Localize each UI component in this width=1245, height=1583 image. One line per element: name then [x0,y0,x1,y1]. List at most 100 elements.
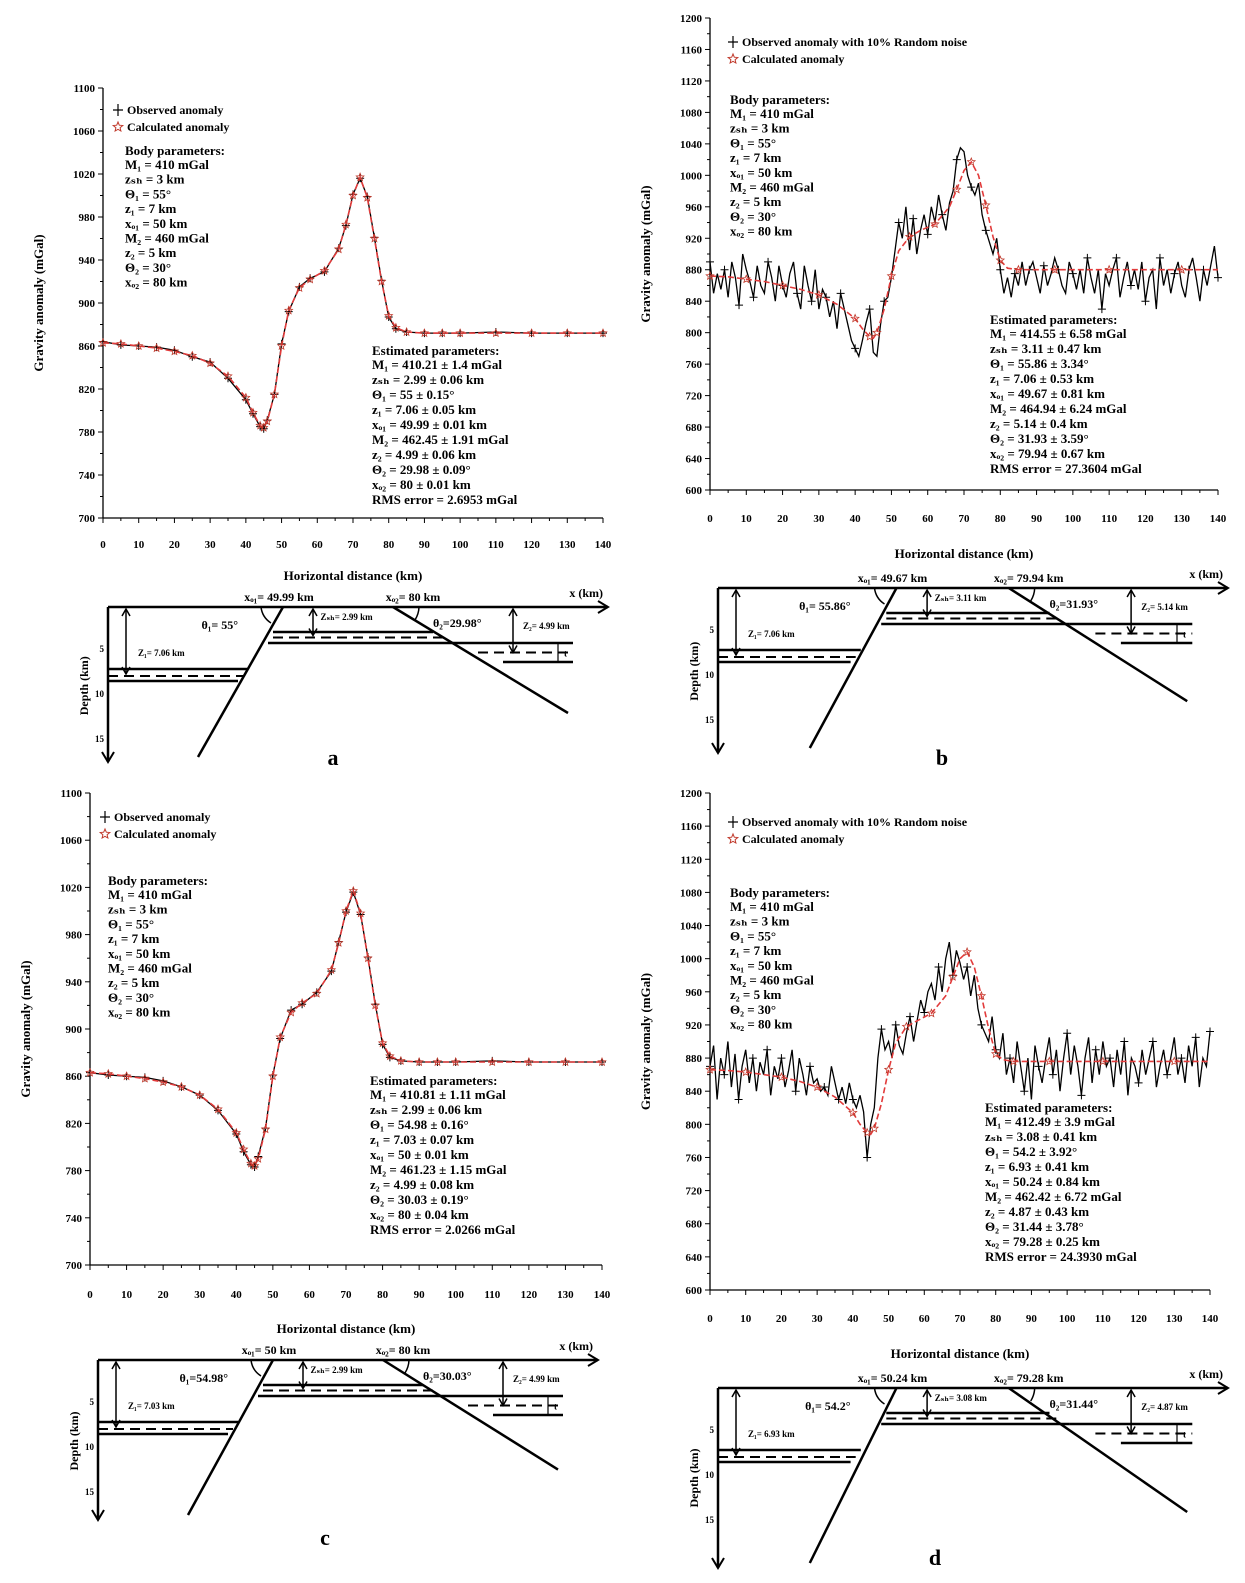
x-tick-label: 130 [1166,1313,1183,1325]
estimated-parameter: M₂ = 464.94 ± 6.24 mGal [990,401,1127,416]
y-tick-label: 740 [79,470,96,482]
observed-point [977,1020,986,1029]
calculated-point [597,1056,607,1067]
legend-calculated-marker [726,832,740,845]
estimated-parameter: M₂ = 461.23 ± 1.15 mGal [370,1162,507,1177]
calculated-point [741,274,752,284]
calculated-point [901,1021,912,1031]
estimated-parameter: z₁ = 7.06 ± 0.05 km [372,402,476,417]
observed-point [836,289,845,298]
calculated-point [355,908,366,918]
theta2-arc [1030,1387,1036,1402]
y-tick-label: 600 [686,485,703,497]
x-tick-label: 70 [341,1289,353,1301]
y-tick-label: 1000 [680,954,703,966]
estimated-parameter: M₂ = 462.42 ± 6.72 mGal [985,1189,1122,1204]
x-tick-label: 90 [414,1289,426,1301]
x-arrowhead [597,600,610,614]
legend-observed-marker [728,36,738,48]
calculated-point [869,1123,880,1133]
observed-point [963,962,972,971]
calculated-point [169,346,180,356]
x-tick-label: 0 [100,539,106,551]
estimated-parameter: zₛₕ = 3.08 ± 0.41 km [985,1129,1097,1144]
y-tick-label: 1100 [74,83,96,95]
zsh-dimension-head-bottom [922,1409,932,1419]
calculated-point [1169,1056,1180,1066]
x-tick-label: 90 [419,539,431,551]
x-tick-label: 120 [1137,513,1154,525]
x-tick-label: 120 [523,539,540,551]
calculated-point [740,1067,751,1077]
calculated-point [194,1090,205,1100]
calculated-point [598,328,608,338]
y-tick-label: 940 [66,977,83,989]
calculated-point [305,274,315,284]
calculated-point [133,340,144,351]
calculated-series-line [89,888,602,1168]
y-tick-label: 800 [686,1119,703,1131]
y-tick-label: 1060 [60,835,83,847]
depth-tick-label: 5 [100,644,105,654]
calculated-point [362,192,373,202]
x-tick-label: 30 [194,1289,206,1301]
x-axis-title: Horizontal distance (km) [284,568,423,583]
calculated-point [1098,1056,1108,1066]
estimated-parameter: M₁ = 410.21 ± 1.4 mGal [372,357,502,372]
y-axis-title: Gravity anomaly (mGal) [31,234,46,371]
observed-point [1020,1087,1029,1096]
x-tick-label: 10 [741,513,753,525]
x-tick-label: 50 [883,1313,895,1325]
observed-point [834,1095,843,1104]
observed-series-line [89,890,602,1169]
x-axis-title: Horizontal distance (km) [277,1321,416,1336]
x-tick-label: 80 [990,1313,1002,1325]
observed-point [1170,269,1179,278]
theta1-label: θ₁= 55° [202,618,239,632]
body-parameter: Θ₂ = 30° [108,990,154,1005]
y-tick-label: 1040 [680,139,703,151]
observed-point [720,265,729,274]
y-tick-label: 820 [79,384,96,396]
fault-1 [196,606,285,758]
calculated-point [268,1071,278,1081]
panel-letter-d: d [929,1545,941,1570]
calculated-point [904,231,915,241]
zsh-dimension-head-top [298,1360,308,1370]
calculated-point [981,200,991,210]
z2-label: Z₂= 4.99 km [523,621,570,631]
y-tick-label: 960 [686,987,703,999]
x-tick-label: 60 [312,539,324,551]
z2-label: Z₂= 5.14 km [1141,602,1188,612]
xo2-label: xₒ₂= 79.28 km [994,1371,1064,1385]
y-tick-label: 980 [66,930,83,942]
xo2-label: xₒ₂= 80 km [376,1343,431,1357]
y-tick-label: 820 [66,1118,83,1130]
legend-observed-label: Observed anomaly with 10% Random noise [742,815,968,829]
z1-dimension-head-top [111,1360,121,1370]
y-tick-label: 1200 [680,13,703,25]
zsh-label: Zₛₕ= 2.99 km [321,612,374,622]
theta1-label: θ₁= 54.2° [805,1399,851,1413]
calculated-point [560,1056,571,1067]
x-tick-label: 100 [1065,513,1082,525]
x-tick-label: 30 [205,539,217,551]
theta1-arc [873,1387,885,1405]
body-parameter: z₂ = 5 km [730,987,782,1002]
estimated-parameter: zₛₕ = 2.99 ± 0.06 km [370,1102,482,1117]
fault-1 [808,1387,898,1564]
y-tick-label: 720 [686,1186,703,1198]
y-axis-title: Gravity anomaly (mGal) [638,973,653,1110]
estimated-parameter: xₒ₁ = 49.99 ± 0.01 km [372,417,487,432]
calculated-point [286,1007,296,1017]
observed-point [865,305,874,314]
x-tick-label: 140 [595,539,612,551]
observed-point [793,289,802,298]
calculated-point [432,1056,443,1067]
calculated-point [355,172,365,182]
body-parameter: Θ₂ = 30° [730,1002,776,1017]
x-tick-label: 20 [776,1313,788,1325]
body-parameter: zₛₕ = 3 km [730,121,790,136]
calculated-point [391,322,401,332]
x-tick-label: 0 [87,1289,93,1301]
